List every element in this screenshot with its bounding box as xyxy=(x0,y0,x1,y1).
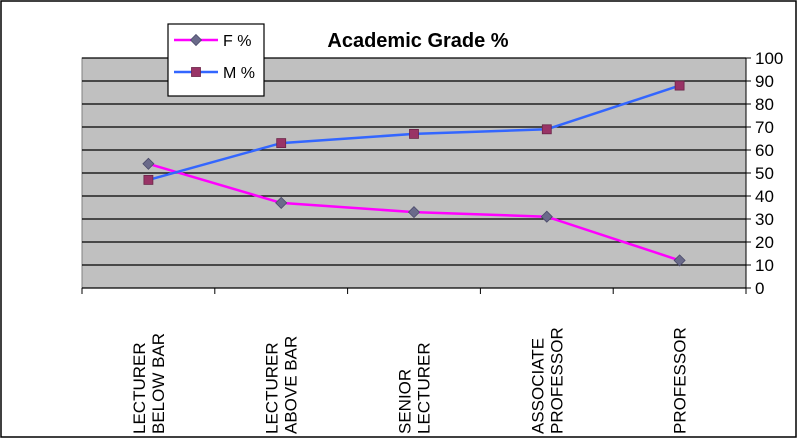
y-tick-label: 80 xyxy=(755,95,774,114)
x-category-label: ASSOCIATE xyxy=(528,338,547,434)
data-point-f xyxy=(407,206,421,219)
y-tick-label: 20 xyxy=(755,233,774,252)
legend-label: M % xyxy=(223,65,255,82)
data-point-m xyxy=(409,128,419,139)
data-point-m xyxy=(541,124,552,135)
y-tick-label: 50 xyxy=(755,164,774,183)
y-tick-label: 100 xyxy=(755,49,783,68)
data-point-f xyxy=(275,196,288,209)
x-category-label: LECTURER xyxy=(263,342,282,434)
x-category-label: ABOVE BAR xyxy=(282,336,301,434)
y-tick-label: 90 xyxy=(755,72,774,91)
data-point-m xyxy=(674,80,685,91)
y-tick-label: 0 xyxy=(755,279,764,298)
data-point-f xyxy=(540,210,553,223)
y-tick-label: 40 xyxy=(755,187,774,206)
data-point-m xyxy=(276,138,287,149)
gridlines xyxy=(82,57,746,289)
x-category-label: PROFESSOR xyxy=(671,327,690,434)
legend-box xyxy=(167,23,265,97)
x-category-label: LECTURER xyxy=(415,342,434,434)
x-category-label: PROFESSOR xyxy=(547,327,566,434)
legend: F % M % xyxy=(167,23,265,97)
y-tick-label: 70 xyxy=(755,118,774,137)
y-tick-label: 10 xyxy=(755,256,774,275)
data-markers xyxy=(142,80,686,267)
y-tick-label: 60 xyxy=(755,141,774,160)
data-point-m xyxy=(143,174,154,185)
legend-marker-square xyxy=(191,67,201,77)
data-point-f xyxy=(673,254,686,267)
chart-title: Academic Grade % xyxy=(327,30,508,52)
y-tick-label: 30 xyxy=(755,210,774,229)
legend-label: F % xyxy=(223,33,251,50)
legend-marker-diamond xyxy=(189,33,203,47)
data-point-f xyxy=(142,157,155,170)
x-category-label: BELOW BAR xyxy=(149,333,168,434)
x-category-label: SENIOR xyxy=(396,369,415,434)
x-category-label: LECTURER xyxy=(130,342,149,434)
